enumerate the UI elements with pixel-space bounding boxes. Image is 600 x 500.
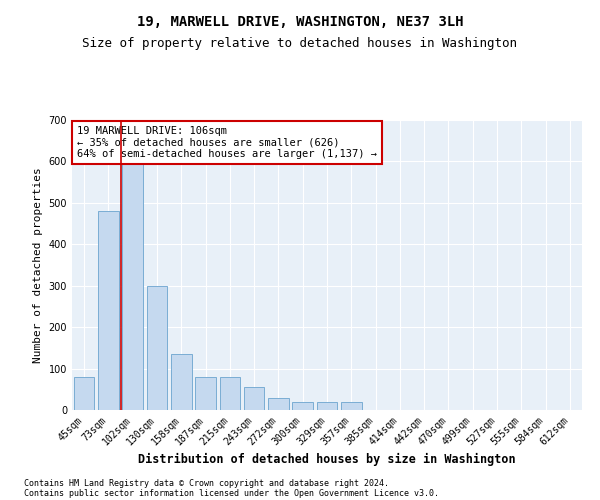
Bar xyxy=(146,286,167,410)
Bar xyxy=(244,387,265,410)
Bar xyxy=(74,377,94,410)
X-axis label: Distribution of detached houses by size in Washington: Distribution of detached houses by size … xyxy=(138,452,516,466)
Bar xyxy=(195,377,216,410)
Bar xyxy=(341,402,362,410)
Text: Contains public sector information licensed under the Open Government Licence v3: Contains public sector information licen… xyxy=(24,488,439,498)
Bar xyxy=(98,211,119,410)
Text: 19, MARWELL DRIVE, WASHINGTON, NE37 3LH: 19, MARWELL DRIVE, WASHINGTON, NE37 3LH xyxy=(137,15,463,29)
Y-axis label: Number of detached properties: Number of detached properties xyxy=(33,167,43,363)
Bar xyxy=(317,402,337,410)
Bar xyxy=(171,354,191,410)
Bar xyxy=(268,398,289,410)
Bar xyxy=(292,402,313,410)
Text: Contains HM Land Registry data © Crown copyright and database right 2024.: Contains HM Land Registry data © Crown c… xyxy=(24,478,389,488)
Text: Size of property relative to detached houses in Washington: Size of property relative to detached ho… xyxy=(83,38,517,51)
Bar xyxy=(220,377,240,410)
Text: 19 MARWELL DRIVE: 106sqm
← 35% of detached houses are smaller (626)
64% of semi-: 19 MARWELL DRIVE: 106sqm ← 35% of detach… xyxy=(77,126,377,159)
Bar xyxy=(122,151,143,410)
